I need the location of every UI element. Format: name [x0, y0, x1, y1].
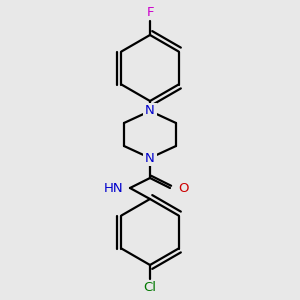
Text: N: N	[145, 104, 155, 118]
Text: Cl: Cl	[143, 281, 157, 294]
Text: HN: HN	[103, 182, 123, 194]
Text: N: N	[145, 152, 155, 164]
Text: O: O	[178, 182, 188, 194]
Text: F: F	[146, 6, 154, 19]
